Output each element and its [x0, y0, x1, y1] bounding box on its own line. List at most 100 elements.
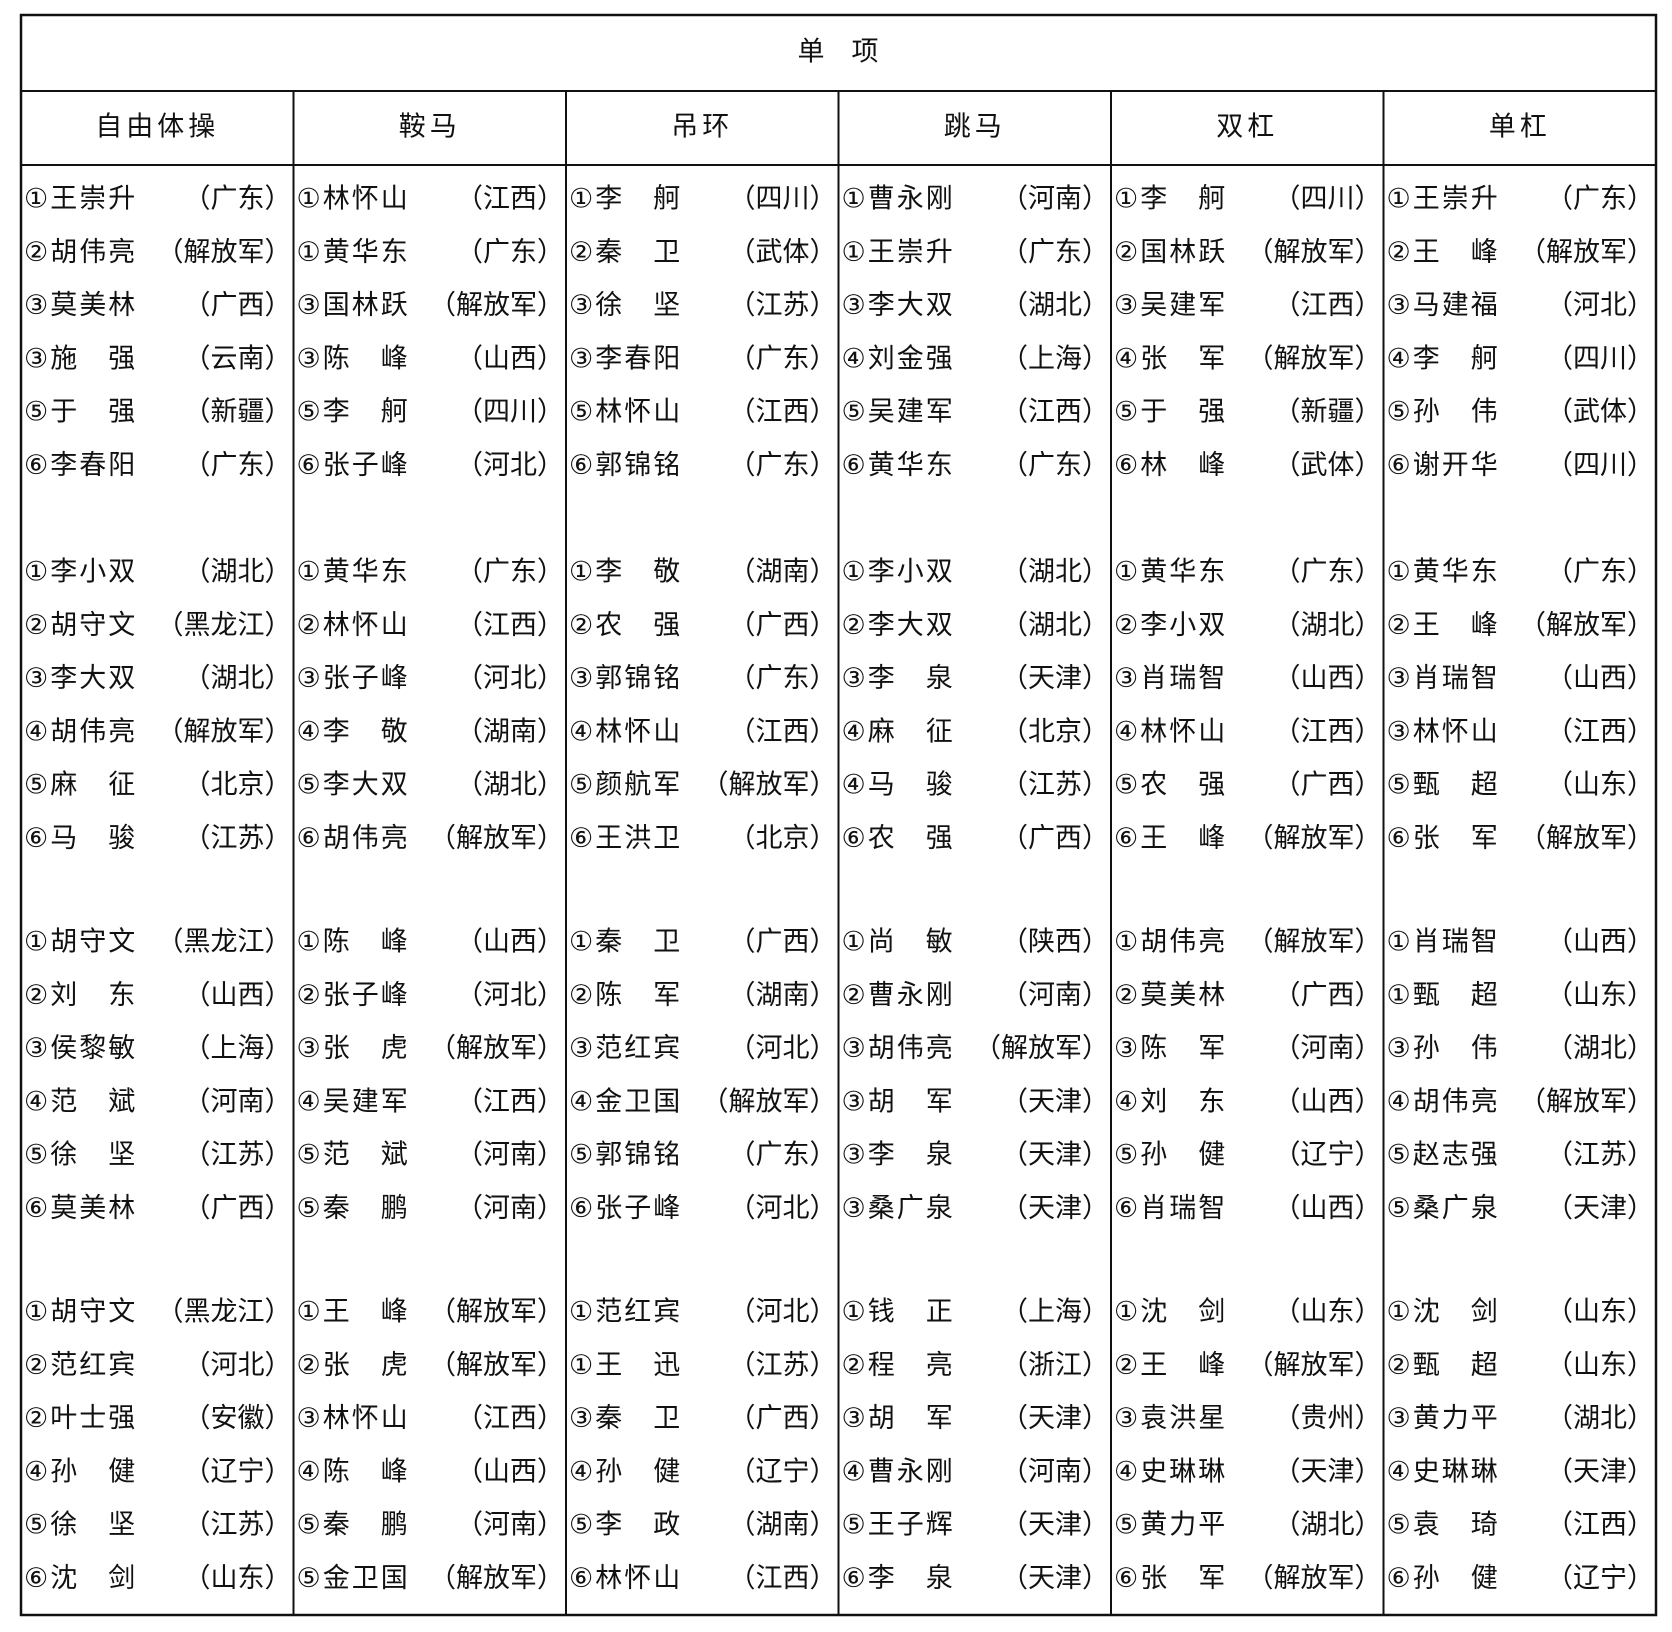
athlete-region: （广东）: [729, 1140, 837, 1171]
athlete-name: ⑤秦 鹏: [297, 1510, 410, 1541]
athlete-region: （解放军）: [1519, 610, 1654, 641]
athlete-name: ⑤王子辉: [842, 1510, 955, 1541]
athlete-region: （解放军）: [1519, 823, 1654, 854]
athlete-region: （天津）: [1546, 1456, 1654, 1487]
athlete-region: （武体）: [1546, 397, 1654, 428]
athlete-region: （河北）: [1546, 290, 1654, 321]
athlete-region: （解放军）: [1247, 1350, 1382, 1381]
athlete-name: ②王 峰: [1387, 610, 1500, 641]
athlete-name: ⑤吴建军: [842, 397, 955, 428]
athlete-name: ③林怀山: [297, 1403, 410, 1434]
athlete-name: ①秦 卫: [569, 927, 682, 958]
athlete-name: ⑥莫美林: [24, 1193, 137, 1224]
athlete-region: （广东）: [1274, 557, 1382, 588]
athlete-name: ⑥沈 剑: [24, 1563, 137, 1594]
athlete-region: （湖南）: [729, 557, 837, 588]
athlete-region: （解放军）: [1519, 1086, 1654, 1117]
athlete-name: ①李小双: [842, 557, 955, 588]
athlete-name: ④李 敬: [297, 716, 410, 747]
athlete-name: ④林怀山: [569, 716, 682, 747]
athlete-region: （广东）: [729, 663, 837, 694]
column-header: 吊环: [671, 112, 733, 143]
athlete-name: ⑤李 舸: [297, 397, 410, 428]
athlete-region: （新疆）: [184, 397, 292, 428]
athlete-name: ③范红宾: [569, 1033, 682, 1064]
athlete-region: （河南）: [456, 1140, 564, 1171]
athlete-region: （黑龙江）: [157, 1297, 292, 1328]
column-header: 双杠: [1216, 112, 1278, 143]
athlete-name: ⑤农 强: [1114, 770, 1227, 801]
athlete-region: （广西）: [729, 1403, 837, 1434]
athlete-region: （湖北）: [1546, 1403, 1654, 1434]
athlete-region: （四川）: [729, 184, 837, 215]
athlete-name: ⑥马 骏: [24, 823, 137, 854]
athlete-region: （河北）: [456, 450, 564, 481]
athlete-region: （河南）: [1274, 1033, 1382, 1064]
athlete-name: ②陈 军: [569, 980, 682, 1011]
athlete-name: ⑥张 军: [1114, 1563, 1227, 1594]
athlete-name: ②程 亮: [842, 1350, 955, 1381]
athlete-name: ①黄华东: [1114, 557, 1227, 588]
athlete-region: （江西）: [729, 1563, 837, 1594]
athlete-name: ⑤李 政: [569, 1510, 682, 1541]
athlete-region: （江苏）: [184, 823, 292, 854]
athlete-name: ①李 舸: [1114, 184, 1227, 215]
column-header: 跳马: [944, 112, 1006, 143]
athlete-region: （广西）: [1001, 823, 1109, 854]
athlete-name: ②胡守文: [24, 610, 137, 641]
athlete-name: ⑤秦 鹏: [297, 1193, 410, 1224]
athlete-name: ①钱 正: [842, 1297, 955, 1328]
athlete-name: ①李 舸: [569, 184, 682, 215]
athlete-region: （河北）: [456, 980, 564, 1011]
athlete-name: ⑤颜航军: [569, 770, 682, 801]
athlete-region: （山西）: [456, 1456, 564, 1487]
athlete-region: （解放军）: [974, 1033, 1109, 1064]
athlete-region: （解放军）: [702, 770, 837, 801]
athlete-region: （广东）: [1001, 237, 1109, 268]
athlete-region: （湖南）: [456, 716, 564, 747]
athlete-name: ②王 峰: [1387, 237, 1500, 268]
athlete-region: （武体）: [1274, 450, 1382, 481]
athlete-name: ②张子峰: [297, 980, 410, 1011]
athlete-name: ⑥黄华东: [842, 450, 955, 481]
athlete-region: （河南）: [1001, 980, 1109, 1011]
athlete-name: ③李春阳: [569, 343, 682, 374]
athlete-name: ④金卫国: [569, 1086, 682, 1117]
athlete-region: （上海）: [1001, 343, 1109, 374]
athlete-region: （解放军）: [429, 1350, 564, 1381]
athlete-name: ③陈 军: [1114, 1033, 1227, 1064]
athlete-region: （广西）: [729, 927, 837, 958]
athlete-name: ②莫美林: [1114, 980, 1227, 1011]
athlete-name: ④孙 健: [24, 1456, 137, 1487]
athlete-name: ⑤范 斌: [297, 1140, 410, 1171]
athlete-region: （广西）: [184, 1193, 292, 1224]
athlete-region: （广西）: [184, 290, 292, 321]
athlete-name: ⑤于 强: [24, 397, 137, 428]
athlete-name: ⑤徐 坚: [24, 1140, 137, 1171]
athlete-name: ①甄 超: [1387, 980, 1500, 1011]
athlete-name: ④范 斌: [24, 1086, 137, 1117]
athlete-name: ⑤甄 超: [1387, 770, 1500, 801]
athlete-region: （山东）: [1546, 980, 1654, 1011]
athlete-region: （四川）: [1274, 184, 1382, 215]
athlete-region: （江西）: [456, 184, 564, 215]
athlete-name: ⑥谢开华: [1387, 450, 1500, 481]
athlete-region: （天津）: [1001, 1140, 1109, 1171]
athlete-region: （山西）: [1546, 663, 1654, 694]
athlete-name: ③孙 伟: [1387, 1033, 1500, 1064]
athlete-name: ②刘 东: [24, 980, 137, 1011]
athlete-region: （江西）: [1546, 1510, 1654, 1541]
athlete-name: ①王崇升: [24, 184, 137, 215]
athlete-region: （山东）: [1274, 1297, 1382, 1328]
athlete-name: ②国林跃: [1114, 237, 1227, 268]
athlete-name: ③施 强: [24, 343, 137, 374]
athlete-name: ③郭锦铭: [569, 663, 682, 694]
athlete-name: ②曹永刚: [842, 980, 955, 1011]
athlete-name: ⑤郭锦铭: [569, 1140, 682, 1171]
athlete-name: ①沈 剑: [1387, 1297, 1500, 1328]
athlete-region: （广东）: [1001, 450, 1109, 481]
athlete-region: （广东）: [729, 450, 837, 481]
athlete-name: ③李 泉: [842, 663, 955, 694]
athlete-name: ①王崇升: [1387, 184, 1500, 215]
